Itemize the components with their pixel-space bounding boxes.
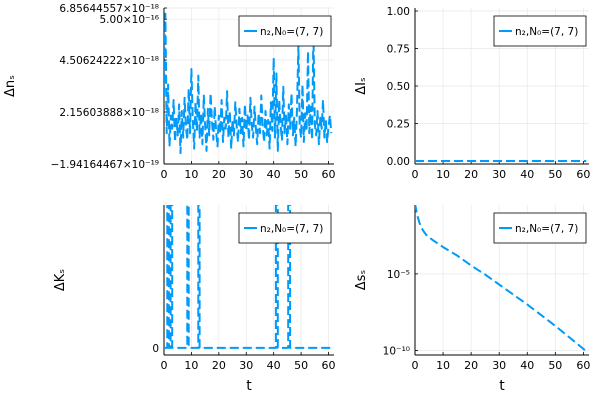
- x-tick-label: 30: [239, 168, 253, 181]
- series-line: [415, 205, 587, 352]
- x-tick-label: 40: [520, 168, 534, 181]
- x-tick-label: 0: [161, 359, 168, 372]
- y-tick-label: 2.15603888×10⁻¹⁸: [59, 107, 159, 119]
- x-axis-title: t: [499, 378, 505, 394]
- y-tick-label: 6.85644557×10⁻¹⁸: [59, 3, 159, 15]
- x-axis-title: t: [246, 378, 252, 394]
- y-axis-title: Δsₛ: [354, 270, 369, 291]
- legend: n₂,N₀=(7, 7): [493, 15, 587, 47]
- y-tick-label: 0.50: [387, 81, 410, 93]
- x-tick-label: 10: [436, 359, 450, 372]
- x-tick-label: 60: [322, 168, 336, 181]
- x-tick-label: 0: [161, 168, 168, 181]
- x-tick-label: 40: [267, 168, 281, 181]
- x-tick-label: 10: [436, 168, 450, 181]
- y-tick-label: 0.00: [387, 156, 410, 168]
- x-tick-label: 20: [212, 168, 226, 181]
- legend: n₂,N₀=(7, 7): [493, 212, 587, 244]
- subplot-dl: 0 10 20 30 40 50 60 1.00 0.75 0.50 0.25 0.00 ΔIₛ n₂,N…: [354, 6, 590, 181]
- x-tick-label: 40: [520, 359, 534, 372]
- y-tick-label: 0.75: [387, 44, 410, 56]
- x-tick-label: 50: [294, 168, 308, 181]
- subplot-grid: 0 10 20 30 40 50 60 6.85644557×10⁻¹⁸5.00×10⁻¹⁶ 4…: [3, 3, 590, 394]
- series-line: [164, 12, 333, 155]
- x-tick-label: 10: [184, 168, 198, 181]
- x-tick-label: 50: [548, 359, 562, 372]
- legend-label: n₂,N₀=(7, 7): [260, 26, 323, 38]
- x-tick-label: 60: [576, 168, 590, 181]
- legend-label: n₂,N₀=(7, 7): [260, 223, 323, 235]
- x-tick-label: 30: [239, 359, 253, 372]
- y-tick-label: 10⁻¹⁰: [383, 345, 410, 357]
- y-axis-title: ΔIₛ: [354, 77, 369, 95]
- y-axis-title: Δnₛ: [3, 75, 18, 97]
- x-tick-label: 50: [294, 359, 308, 372]
- x-tick-label: 30: [492, 359, 506, 372]
- y-axis-title: ΔKₛ: [53, 269, 68, 291]
- y-tick-label: 5.00×10⁻¹⁶: [100, 14, 160, 26]
- y-tick-label: 1.00: [387, 6, 410, 18]
- x-tick-label: 20: [212, 359, 226, 372]
- x-tick-label: 30: [492, 168, 506, 181]
- y-tick-label: 0: [152, 343, 159, 355]
- x-tick-label: 20: [464, 359, 478, 372]
- x-tick-label: 10: [184, 359, 198, 372]
- legend: n₂,N₀=(7, 7): [238, 15, 332, 47]
- subplot-dk: 0 10 20 30 40 50 60 0 ΔKₛ t n₂,N₀=(7, 7): [53, 205, 336, 394]
- y-tick-label: 10⁻⁵: [387, 269, 410, 281]
- y-tick-label: 4.50624222×10⁻¹⁸: [59, 55, 159, 67]
- x-tick-label: 60: [576, 359, 590, 372]
- legend-label: n₂,N₀=(7, 7): [515, 26, 578, 38]
- legend: n₂,N₀=(7, 7): [238, 212, 332, 244]
- y-tick-label: 0.25: [387, 119, 410, 131]
- x-tick-label: 40: [267, 359, 281, 372]
- x-tick-label: 60: [322, 359, 336, 372]
- series-line: [164, 205, 332, 349]
- legend-label: n₂,N₀=(7, 7): [515, 223, 578, 235]
- x-tick-label: 0: [412, 359, 419, 372]
- x-tick-label: 20: [464, 168, 478, 181]
- subplot-ds: 0 10 20 30 40 50 60 10⁻⁵ 10⁻¹⁰ Δsₛ t n₂,N₀=(7, 7): [354, 205, 590, 394]
- x-tick-label: 0: [412, 168, 419, 181]
- x-tick-label: 50: [548, 168, 562, 181]
- y-tick-label: −1.94164467×10⁻¹⁹: [51, 159, 159, 171]
- subplot-dn: 0 10 20 30 40 50 60 6.85644557×10⁻¹⁸5.00×10⁻¹⁶ 4…: [3, 3, 336, 181]
